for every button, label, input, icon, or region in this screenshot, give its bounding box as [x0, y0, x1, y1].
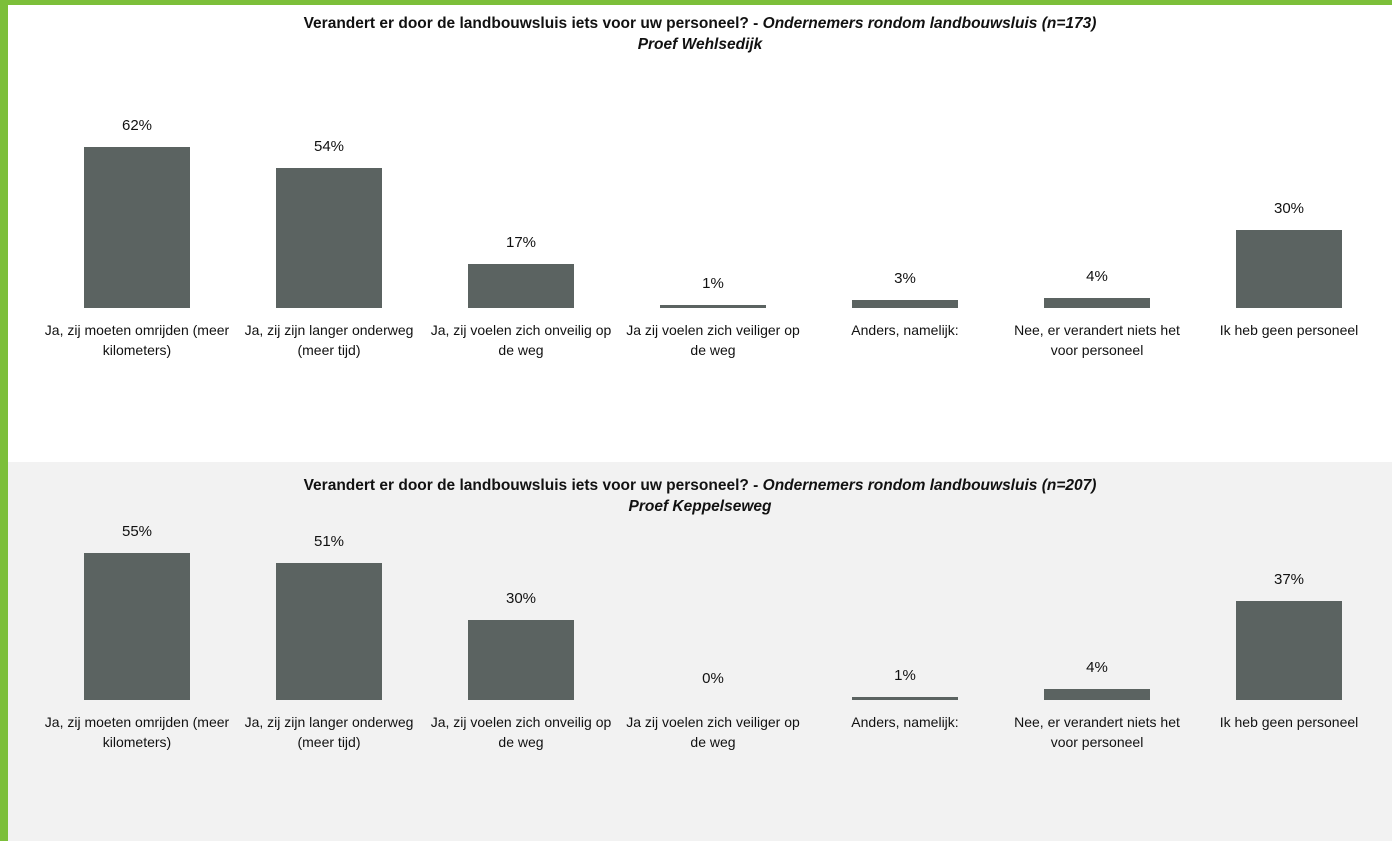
category-label: Nee, er verandert niets het voor persone… — [1014, 714, 1180, 750]
bar — [1236, 230, 1342, 308]
value-label: 1% — [702, 275, 724, 293]
category-label: Ja zij voelen zich veiliger op de weg — [626, 322, 800, 358]
category-label: Nee, er verandert niets het voor persone… — [1014, 322, 1180, 358]
bar — [852, 697, 958, 700]
category-label: Anders, namelijk: — [851, 322, 959, 338]
value-label: 0% — [702, 670, 724, 687]
value-label: 54% — [313, 137, 345, 155]
value-label: 3% — [894, 270, 916, 288]
category-label: Ik heb geen personeel — [1219, 322, 1359, 338]
category-label: Ja, zij zijn langer onderweg (meer tijd) — [244, 714, 414, 750]
bar — [84, 552, 190, 700]
category-label: Anders, namelijk: — [851, 714, 959, 730]
bar — [1044, 689, 1150, 700]
category-label: Ja, zij voelen zich onveilig op de weg — [430, 322, 612, 358]
category-label: Ja zij voelen zich veiliger op de weg — [626, 714, 800, 750]
value-label: 4% — [1086, 267, 1108, 285]
category-label: Ik heb geen personeel — [1219, 714, 1359, 730]
bar — [84, 146, 190, 308]
chart-subtitle: Proef Keppelseweg — [628, 498, 772, 515]
category-label: Ja, zij zijn langer onderweg (meer tijd) — [244, 322, 414, 358]
value-label: 37% — [1273, 570, 1305, 588]
category-label: Ja, zij moeten omrijden (meer kilometers… — [44, 714, 230, 750]
value-label: 17% — [505, 233, 537, 251]
bar — [468, 263, 574, 308]
bar — [660, 305, 766, 308]
category-label: Ja, zij voelen zich onveilig op de weg — [430, 714, 612, 750]
value-label: 30% — [505, 589, 537, 607]
bar — [276, 563, 382, 700]
title-italic: Ondernemers rondom landbouwsluis (n=173) — [762, 15, 1097, 32]
bar — [468, 619, 574, 700]
chart-title: Verandert er door de landbouwsluis iets … — [8, 475, 1392, 496]
chart-title: Verandert er door de landbouwsluis iets … — [8, 13, 1392, 34]
chart-panel: Verandert er door de landbouwsluis iets … — [8, 462, 1392, 841]
bar — [1236, 600, 1342, 700]
bar — [852, 300, 958, 308]
category-label: Ja, zij moeten omrijden (meer kilometers… — [44, 322, 230, 358]
value-label: 51% — [313, 533, 345, 551]
value-label: 1% — [894, 667, 916, 685]
chart-panel: Verandert er door de landbouwsluis iets … — [8, 5, 1392, 462]
title-italic: Ondernemers rondom landbouwsluis (n=207) — [762, 477, 1097, 494]
value-label: 55% — [121, 522, 153, 540]
bar — [276, 167, 382, 308]
value-label: 4% — [1086, 659, 1108, 677]
bar — [1044, 297, 1150, 308]
title-text: Verandert er door de landbouwsluis iets … — [303, 15, 759, 32]
value-label: 30% — [1273, 200, 1305, 217]
chart-subtitle: Proef Wehlsedijk — [637, 36, 763, 53]
value-label: 62% — [121, 116, 153, 134]
title-text: Verandert er door de landbouwsluis iets … — [303, 477, 759, 494]
